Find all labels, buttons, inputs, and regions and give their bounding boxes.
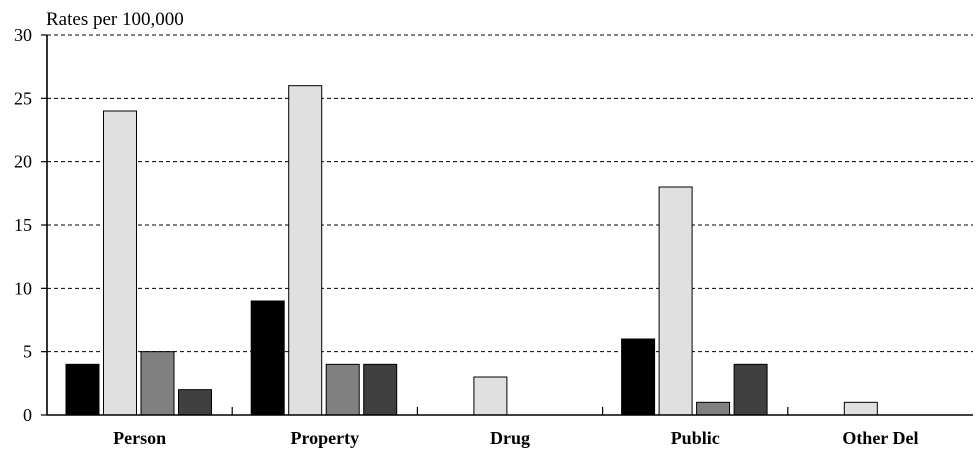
bar bbox=[178, 389, 212, 416]
y-tick-label: 30 bbox=[14, 25, 32, 45]
y-tick-label: 25 bbox=[14, 88, 32, 108]
x-category-label: Drug bbox=[490, 428, 530, 448]
y-tick-label: 10 bbox=[14, 278, 32, 298]
y-tick-label: 5 bbox=[23, 342, 32, 362]
y-axis-ticks: 0 5 10 15 20 25 30 bbox=[14, 25, 47, 425]
x-category-label: Other Del bbox=[842, 428, 918, 448]
bar bbox=[696, 401, 731, 416]
bar bbox=[140, 351, 175, 416]
x-category-label: Public bbox=[671, 428, 720, 448]
bar bbox=[288, 85, 323, 416]
bar bbox=[658, 186, 693, 416]
axes bbox=[46, 35, 973, 416]
x-axis-labels: Person Property Drug Public Other Del bbox=[113, 428, 918, 448]
x-category-label: Person bbox=[113, 428, 166, 448]
bar bbox=[363, 363, 398, 416]
bar bbox=[103, 110, 137, 416]
x-category-label: Property bbox=[290, 428, 359, 448]
gridlines bbox=[47, 34, 973, 353]
bar bbox=[733, 363, 768, 416]
y-tick-label: 15 bbox=[14, 215, 32, 235]
bar bbox=[843, 401, 878, 416]
bar bbox=[65, 363, 100, 416]
y-axis-label: Rates per 100,000 bbox=[46, 9, 184, 30]
bar bbox=[473, 376, 508, 416]
bar bbox=[325, 363, 360, 416]
bar bbox=[621, 338, 656, 416]
bar bbox=[250, 300, 285, 416]
y-tick-label: 20 bbox=[14, 152, 32, 172]
y-tick-label: 0 bbox=[23, 405, 32, 425]
bars bbox=[65, 85, 878, 416]
